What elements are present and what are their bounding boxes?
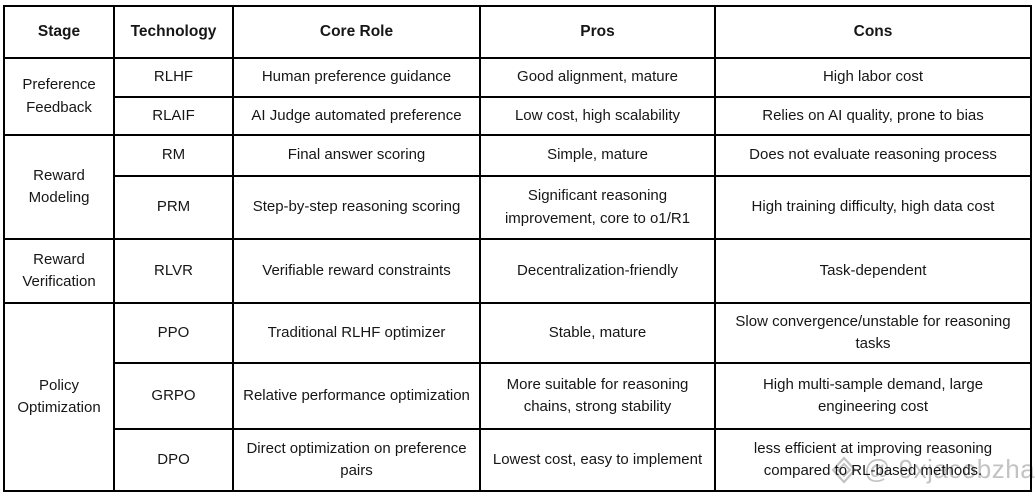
pros-cell: Low cost, high scalability: [479, 96, 716, 136]
stage-cell: Reward Modeling: [3, 134, 115, 240]
stage-cell: Reward Verification: [3, 238, 115, 304]
cons-cell: less efficient at improving reasoning co…: [714, 428, 1032, 492]
table-row: GRPO Relative performance optimization M…: [4, 362, 1032, 430]
pros-cell: Good alignment, mature: [479, 57, 716, 98]
table-row: PRM Step-by-step reasoning scoring Signi…: [4, 175, 1032, 240]
pros-cell: Decentralization-friendly: [479, 238, 716, 304]
cons-cell: Relies on AI quality, prone to bias: [714, 96, 1032, 136]
table-row: Reward Verification RLVR Verifiable rewa…: [3, 238, 1032, 304]
cons-cell: High training difficulty, high data cost: [714, 175, 1032, 240]
role-cell: Relative performance optimization: [232, 362, 481, 430]
cons-cell: Does not evaluate reasoning process: [714, 134, 1032, 177]
tech-cell: RLHF: [113, 57, 234, 98]
col-header-technology: Technology: [113, 5, 234, 59]
cons-cell: High labor cost: [714, 57, 1032, 98]
col-header-stage: Stage: [3, 5, 115, 59]
role-cell: Final answer scoring: [232, 134, 481, 177]
col-header-cons: Cons: [714, 5, 1032, 59]
tech-cell: DPO: [113, 428, 234, 492]
col-header-pros: Pros: [479, 5, 716, 59]
pros-cell: Significant reasoning improvement, core …: [479, 175, 716, 240]
table-row: RLAIF AI Judge automated preference Low …: [4, 96, 1032, 136]
tech-cell: RM: [113, 134, 234, 177]
comparison-table: Stage Technology Core Role Pros Cons Pre…: [3, 5, 1032, 492]
table-row: DPO Direct optimization on preference pa…: [4, 428, 1032, 492]
pros-cell: Lowest cost, easy to implement: [479, 428, 716, 492]
role-cell: Human preference guidance: [232, 57, 481, 98]
cons-cell: Slow convergence/unstable for reasoning …: [714, 302, 1032, 364]
pros-cell: More suitable for reasoning chains, stro…: [479, 362, 716, 430]
tech-cell: PPO: [113, 302, 234, 364]
table-row: Policy Optimization PPO Traditional RLHF…: [3, 302, 1032, 492]
cons-cell: Task-dependent: [714, 238, 1032, 304]
pros-cell: Simple, mature: [479, 134, 716, 177]
tech-cell: RLVR: [113, 238, 234, 304]
tech-cell: PRM: [113, 175, 234, 240]
role-cell: Traditional RLHF optimizer: [232, 302, 481, 364]
stage-cell: Policy Optimization: [3, 302, 115, 492]
role-cell: Step-by-step reasoning scoring: [232, 175, 481, 240]
header-row: Stage Technology Core Role Pros Cons: [3, 5, 1032, 59]
tech-cell: GRPO: [113, 362, 234, 430]
stage-cell: Preference Feedback: [3, 57, 115, 136]
role-cell: Direct optimization on preference pairs: [232, 428, 481, 492]
col-header-core-role: Core Role: [232, 5, 481, 59]
role-cell: Verifiable reward constraints: [232, 238, 481, 304]
pros-cell: Stable, mature: [479, 302, 716, 364]
table-row: Preference Feedback RLHF Human preferenc…: [3, 57, 1032, 136]
table-row: Reward Modeling RM Final answer scoring …: [3, 134, 1032, 240]
tech-cell: RLAIF: [113, 96, 234, 136]
cons-cell: High multi-sample demand, large engineer…: [714, 362, 1032, 430]
role-cell: AI Judge automated preference: [232, 96, 481, 136]
